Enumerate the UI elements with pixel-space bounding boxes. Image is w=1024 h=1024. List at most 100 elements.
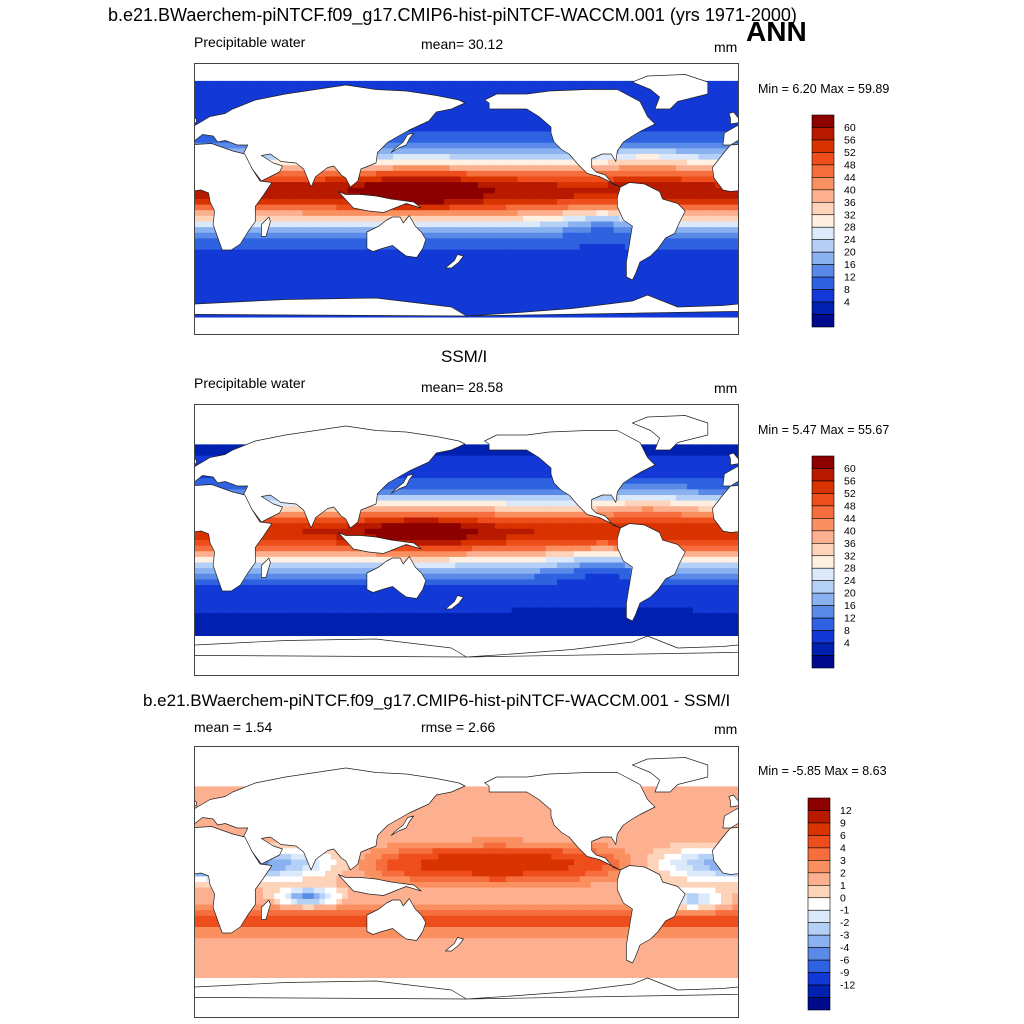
field-cell bbox=[675, 244, 682, 251]
field-cell bbox=[624, 232, 631, 239]
field-cell bbox=[438, 272, 445, 279]
field-cell bbox=[466, 266, 473, 273]
panel1-variable: Precipitable water bbox=[194, 34, 306, 50]
field-cell bbox=[568, 86, 575, 93]
field-cell bbox=[721, 187, 728, 194]
field-cell bbox=[692, 125, 699, 132]
field-cell bbox=[449, 294, 456, 301]
field-cell bbox=[653, 255, 660, 262]
field-cell bbox=[500, 199, 507, 206]
field-cell bbox=[251, 86, 258, 93]
field-cell bbox=[472, 444, 479, 451]
field-cell bbox=[636, 472, 643, 479]
field-cell bbox=[296, 215, 303, 222]
field-cell bbox=[568, 255, 575, 262]
field-cell bbox=[681, 244, 688, 251]
field-cell bbox=[709, 272, 716, 279]
field-cell bbox=[443, 120, 450, 127]
field-cell bbox=[234, 148, 241, 155]
field-cell bbox=[421, 466, 428, 473]
field-cell bbox=[313, 277, 320, 284]
field-cell bbox=[387, 142, 394, 149]
field-cell bbox=[443, 472, 450, 479]
field-cell bbox=[200, 266, 207, 273]
field-cell bbox=[240, 483, 247, 490]
field-cell bbox=[585, 311, 592, 318]
field-cell bbox=[675, 170, 682, 177]
field-cell bbox=[511, 120, 518, 127]
field-cell bbox=[347, 204, 354, 211]
field-cell bbox=[613, 193, 620, 200]
panel1-units: mm bbox=[714, 39, 738, 55]
field-cell bbox=[681, 272, 688, 279]
field-cell bbox=[285, 199, 292, 206]
field-cell bbox=[364, 210, 371, 217]
field-cell bbox=[195, 444, 202, 451]
field-cell bbox=[590, 277, 597, 284]
field-cell bbox=[228, 142, 235, 149]
field-cell bbox=[443, 260, 450, 267]
field-cell bbox=[715, 277, 722, 284]
field-cell bbox=[426, 466, 433, 473]
field-cell bbox=[325, 187, 332, 194]
field-cell bbox=[217, 450, 224, 457]
field-cell bbox=[336, 199, 343, 206]
field-cell bbox=[545, 238, 552, 245]
field-cell bbox=[302, 255, 309, 262]
field-cell bbox=[704, 272, 711, 279]
field-cell bbox=[658, 478, 665, 485]
field-cell bbox=[545, 210, 552, 217]
field-cell bbox=[472, 114, 479, 121]
field-cell bbox=[517, 483, 524, 490]
field-cell bbox=[517, 266, 524, 273]
field-cell bbox=[670, 483, 677, 490]
field-cell bbox=[387, 80, 394, 87]
field-cell bbox=[732, 272, 738, 279]
field-cell bbox=[472, 450, 479, 457]
field-cell bbox=[687, 109, 694, 116]
field-cell bbox=[517, 244, 524, 251]
field-cell bbox=[342, 244, 349, 251]
field-cell bbox=[234, 97, 241, 104]
field-cell bbox=[698, 125, 705, 132]
field-cell bbox=[715, 249, 722, 256]
field-cell bbox=[296, 277, 303, 284]
field-cell bbox=[523, 159, 530, 166]
field-cell bbox=[545, 260, 552, 267]
field-cell bbox=[715, 238, 722, 245]
field-cell bbox=[466, 182, 473, 189]
field-cell bbox=[568, 300, 575, 307]
field-cell bbox=[483, 182, 490, 189]
field-cell bbox=[223, 272, 230, 279]
field-cell bbox=[619, 294, 626, 301]
field-cell bbox=[658, 114, 665, 121]
field-cell bbox=[483, 305, 490, 312]
field-cell bbox=[477, 472, 484, 479]
field-cell bbox=[296, 289, 303, 296]
field-cell bbox=[432, 170, 439, 177]
field-cell bbox=[653, 131, 660, 138]
field-cell bbox=[489, 148, 496, 155]
field-cell bbox=[274, 232, 281, 239]
field-cell bbox=[647, 483, 654, 490]
field-cell bbox=[291, 289, 298, 296]
field-cell bbox=[590, 227, 597, 234]
field-cell bbox=[268, 215, 275, 222]
field-cell bbox=[540, 176, 547, 183]
field-cell bbox=[619, 489, 626, 496]
field-cell bbox=[325, 232, 332, 239]
field-cell bbox=[545, 478, 552, 485]
field-cell bbox=[432, 80, 439, 87]
field-cell bbox=[291, 255, 298, 262]
field-cell bbox=[387, 283, 394, 290]
field-cell bbox=[607, 193, 614, 200]
field-cell bbox=[658, 289, 665, 296]
field-cell bbox=[489, 120, 496, 127]
field-cell bbox=[692, 450, 699, 457]
field-cell bbox=[472, 92, 479, 99]
field-cell bbox=[726, 199, 733, 206]
field-cell bbox=[607, 221, 614, 228]
field-cell bbox=[613, 289, 620, 296]
field-cell bbox=[687, 210, 694, 217]
field-cell bbox=[670, 249, 677, 256]
